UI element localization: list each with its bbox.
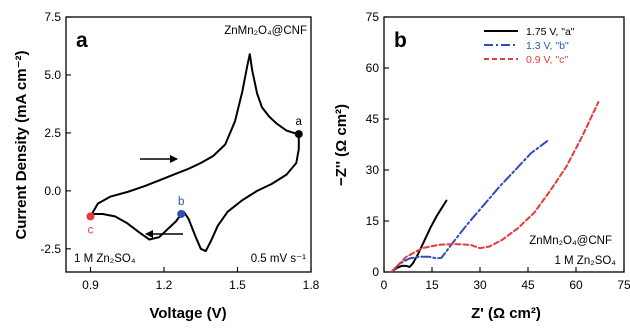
series-line (89, 53, 300, 253)
material-annotation: ZnMn₂O₄@CNF (529, 235, 612, 247)
y-tick-label: 15 (366, 214, 380, 228)
y-tick-label: -2.5 (40, 242, 61, 256)
y-axis-label: −Z'' (Ω cm²) (333, 104, 350, 186)
point-label-b: b (178, 196, 184, 208)
x-tick-label: 30 (473, 278, 487, 292)
legend-label: 1.75 V, "a" (526, 26, 575, 38)
material-annotation: ZnMn₂O₄@CNF (224, 25, 307, 37)
x-axis-label: Voltage (V) (149, 305, 226, 322)
plot-frame (383, 16, 625, 273)
electrolyte-annotation: 1 M Zn₂SO₄ (74, 253, 136, 265)
panel-b: b ZnMn₂O₄@CNF 1 M Zn₂SO₄ Z' (Ω cm²) −Z''… (333, 10, 630, 322)
x-tick-label: 60 (569, 278, 583, 292)
y-tick-label: 30 (366, 163, 380, 177)
panel-label: a (76, 29, 88, 52)
y-tick-label: 0 (372, 265, 379, 279)
y-tick-label: 60 (366, 61, 380, 75)
point-marker-b (177, 210, 186, 219)
point-marker-a (294, 130, 303, 139)
series-line (391, 101, 600, 273)
x-tick-label: 1.2 (156, 278, 173, 292)
electrolyte-annotation: 1 M Zn₂SO₄ (554, 255, 616, 267)
x-tick-label: 1.8 (303, 278, 320, 292)
series-line (391, 199, 448, 273)
x-tick-label: 75 (617, 278, 630, 292)
y-tick-label: 0.0 (44, 184, 61, 198)
y-tick-label: 5.0 (44, 68, 61, 82)
x-tick-label: 15 (425, 278, 439, 292)
x-tick-label: 1.5 (229, 278, 246, 292)
panel-a: a ZnMn₂O₄@CNF 1 M Zn₂SO₄ 0.5 mV s⁻¹ Volt… (13, 10, 320, 322)
series-line (391, 140, 549, 273)
x-tick-label: 45 (521, 278, 535, 292)
legend-label: 0.9 V, "c" (526, 54, 568, 66)
y-tick-label: 45 (366, 112, 380, 126)
point-label-c: c (88, 224, 94, 236)
legend-label: 1.3 V, "b" (526, 40, 569, 52)
x-tick-label: 0.9 (82, 278, 99, 292)
panel-label: b (394, 29, 407, 52)
x-axis-label: Z' (Ω cm²) (471, 305, 541, 322)
y-tick-label: 75 (366, 10, 380, 24)
y-tick-label: 7.5 (44, 10, 61, 24)
y-tick-label: 2.5 (44, 126, 61, 140)
plot-frame (65, 16, 312, 273)
point-marker-c (86, 212, 95, 221)
x-tick-label: 0 (381, 278, 388, 292)
scan-rate-annotation: 0.5 mV s⁻¹ (251, 253, 306, 265)
point-label-a: a (296, 116, 303, 128)
y-axis-label: Current Density (mA cm⁻²) (13, 50, 30, 239)
